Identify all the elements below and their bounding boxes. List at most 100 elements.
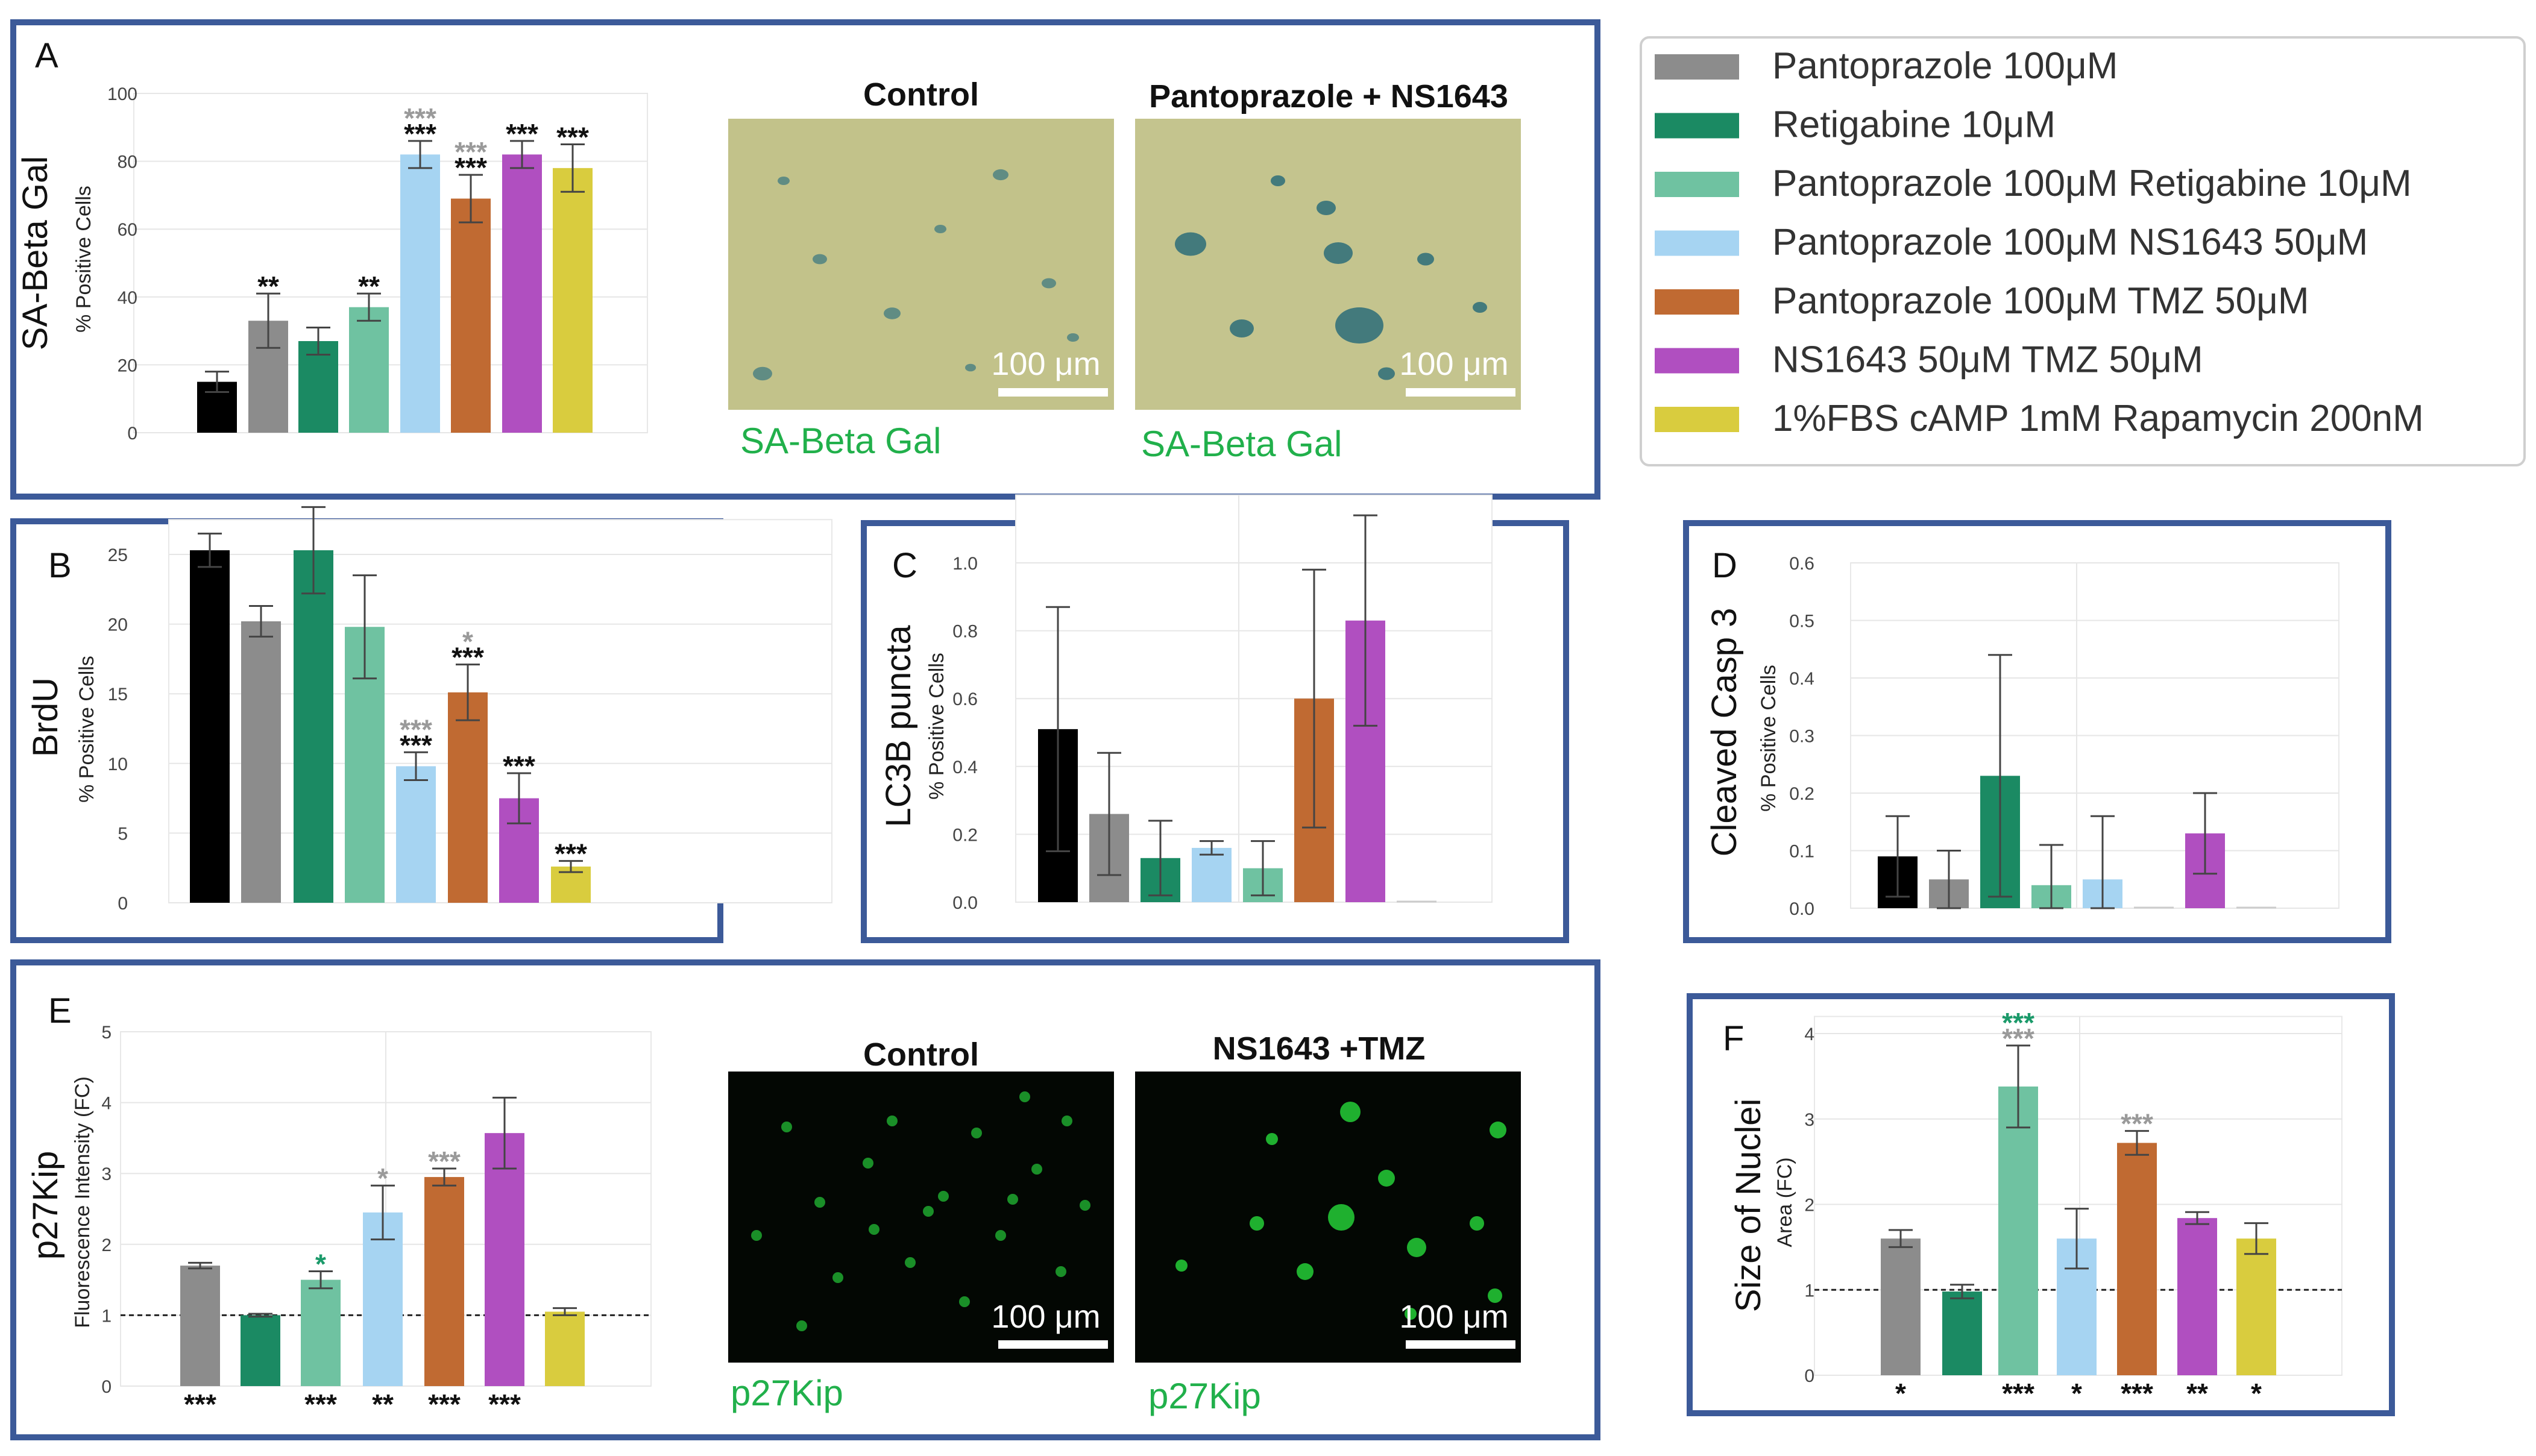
significance-mark: ** xyxy=(257,271,279,302)
bar xyxy=(400,154,440,433)
nucleus xyxy=(1080,1200,1090,1211)
y-tick-label: 25 xyxy=(108,545,128,565)
nucleus xyxy=(971,1128,982,1138)
panel-letter-f: F xyxy=(1723,1019,1744,1058)
nucleus xyxy=(887,1116,898,1126)
nucleus xyxy=(781,1122,792,1132)
y-tick-label: 4 xyxy=(101,1094,112,1114)
legend: Pantoprazole 100μM Retigabine 10μM Pantopr… xyxy=(1640,36,2526,466)
micrograph-e-scale-left: 100 μm xyxy=(991,1299,1100,1335)
panel-letter-b: B xyxy=(48,546,72,585)
micrograph-group-a: Control Pantoprazole + NS1643 100 μm 100… xyxy=(728,77,1521,464)
y-axis-label: % Positive Cells xyxy=(75,656,98,803)
bar xyxy=(1942,1291,1982,1375)
micrograph-e-cells xyxy=(751,1091,1506,1331)
y-axis-title: LC3B puncta xyxy=(879,625,918,827)
chart-panel-c: 0.0 0.2 0.4 0.6 0.8 1.0 LC3B puncta % Positive … xyxy=(879,494,1493,913)
y-tick-label: 0.5 xyxy=(1789,612,1814,632)
y-tick-label: 5 xyxy=(118,824,128,844)
y-axis-label: Area (FC) xyxy=(1773,1157,1796,1247)
y-tick-label: 1 xyxy=(101,1306,112,1326)
legend-swatch xyxy=(1655,348,1739,374)
nucleus xyxy=(869,1224,879,1235)
micrograph-e-treated xyxy=(1135,1072,1521,1363)
nucleus xyxy=(1297,1263,1314,1280)
bar xyxy=(363,1212,403,1386)
bar xyxy=(553,168,593,433)
y-axis-title: Size of Nuclei xyxy=(1729,1099,1768,1313)
micrograph-e-scalebar-left xyxy=(998,1340,1108,1349)
significance-mark: *** xyxy=(452,642,484,673)
significance-below-mark: *** xyxy=(2002,1378,2034,1409)
y-tick-label: 20 xyxy=(108,615,128,635)
chart-panel-d: 0.0 0.1 0.2 0.3 0.4 0.5 0.6 Cleaved Casp 3 % Pos… xyxy=(1705,554,2339,919)
micrograph-e-title-right: NS1643 +TMZ xyxy=(1213,1031,1426,1067)
legend-label: Pantoprazole 100μM xyxy=(1772,45,2118,87)
chart-panel-a: 0 20 40 60 80 100 SA-Beta Gal % Positive Cells *… xyxy=(16,84,648,444)
cell-stain xyxy=(993,169,1008,181)
legend-border xyxy=(1640,36,2526,466)
y-tick-label: 1 xyxy=(1804,1281,1814,1301)
bar xyxy=(180,1266,220,1386)
cell-stain xyxy=(1067,333,1079,342)
nucleus xyxy=(959,1296,970,1307)
significance-mark: *** xyxy=(404,102,436,134)
chart-panel-e: 0 1 2 3 4 5 p27Kip Fluorescence Intensity (FC) *… xyxy=(26,1023,652,1420)
significance-mark: *** xyxy=(400,714,432,745)
y-tick-label: 20 xyxy=(118,356,137,375)
cell-stain xyxy=(1271,175,1285,186)
significance-below-mark: ** xyxy=(372,1389,394,1420)
cell-stain xyxy=(1417,253,1434,266)
nucleus xyxy=(796,1320,807,1331)
legend-swatch xyxy=(1655,230,1739,256)
micrograph-a-title-right: Pantoprazole + NS1643 xyxy=(1149,78,1508,115)
y-tick-label: 5 xyxy=(101,1023,112,1043)
significance-mark: *** xyxy=(2002,1007,2034,1038)
panel-letter-c: C xyxy=(892,546,917,585)
bar xyxy=(502,154,542,433)
cell-stain xyxy=(753,366,772,381)
y-axis-title: BrdU xyxy=(26,677,65,757)
cell-stain xyxy=(1230,319,1254,337)
significance-below-mark: *** xyxy=(488,1389,521,1420)
y-tick-label: 10 xyxy=(108,755,128,774)
nucleus xyxy=(814,1197,825,1208)
micrograph-e-scalebar-right xyxy=(1406,1340,1515,1349)
micrograph-a-scalebar-right xyxy=(1406,388,1515,397)
y-tick-label: 0 xyxy=(1804,1366,1814,1386)
y-axis-title: SA-Beta Gal xyxy=(16,156,55,350)
y-tick-label: 0.3 xyxy=(1789,727,1814,747)
panel-letters: A B C D E F xyxy=(35,36,1744,1058)
micrograph-e-title-left: Control xyxy=(863,1037,979,1073)
cell-stain xyxy=(884,307,901,319)
nucleus xyxy=(1007,1194,1018,1205)
bar xyxy=(241,621,281,903)
y-axis-label: % Positive Cells xyxy=(925,653,948,800)
y-tick-label: 1.0 xyxy=(952,554,978,574)
y-tick-label: 3 xyxy=(101,1164,112,1184)
bar xyxy=(241,1315,280,1386)
nucleus xyxy=(1062,1116,1072,1126)
micrograph-e-control xyxy=(728,1072,1114,1363)
y-tick-label: 40 xyxy=(118,288,137,308)
micrograph-e-caption-left: p27Kip xyxy=(731,1373,843,1413)
y-axis-label: % Positive Cells xyxy=(72,186,95,333)
y-tick-label: 4 xyxy=(1804,1025,1814,1044)
cell-stain xyxy=(1317,201,1336,215)
bar xyxy=(448,692,488,903)
legend-label: Pantoprazole 100μM Retigabine 10μM xyxy=(1772,163,2412,204)
nucleus xyxy=(1340,1102,1361,1122)
y-tick-label: 0.4 xyxy=(952,758,978,777)
legend-label: Pantoprazole 100μM NS1643 50μM xyxy=(1772,222,2368,263)
y-tick-label: 0.2 xyxy=(1789,784,1814,804)
bar xyxy=(190,550,230,903)
significance-mark: *** xyxy=(556,121,589,152)
significance-below-mark: ** xyxy=(2186,1378,2208,1409)
panel-f-frame xyxy=(1687,993,2395,1416)
nucleus xyxy=(863,1158,873,1169)
significance-below-mark: *** xyxy=(2121,1378,2153,1409)
significance-mark: *** xyxy=(428,1146,461,1177)
